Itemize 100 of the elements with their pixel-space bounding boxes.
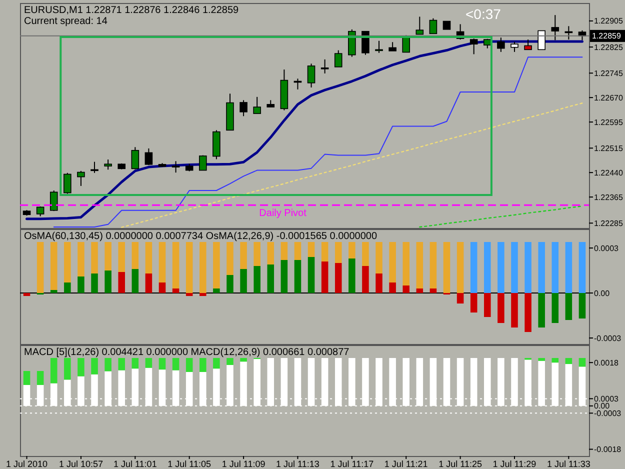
bar: [145, 242, 152, 274]
bar: [511, 242, 518, 293]
bar: [416, 288, 424, 293]
line-series: [26, 40, 584, 220]
bar: [552, 293, 559, 323]
bar: [104, 270, 112, 293]
candlestick: [77, 170, 85, 186]
candlestick: [172, 160, 180, 174]
x-tick-label: 1 Jul 11:25: [438, 459, 482, 469]
bar: [456, 293, 464, 304]
candlestick: [375, 40, 383, 54]
bar: [538, 358, 545, 361]
y-tick-label: 1.22365: [594, 192, 624, 202]
bar: [132, 269, 139, 293]
bar: [334, 263, 342, 293]
x-tick-label: 1 Jul 11:17: [330, 459, 374, 469]
bar: [294, 242, 302, 260]
y-tick-label: 1.22440: [594, 168, 624, 178]
bar: [172, 242, 180, 288]
candlestick: [497, 37, 505, 52]
candlestick: [64, 172, 72, 194]
bar: [254, 242, 260, 266]
bar: [36, 371, 44, 385]
bar: [50, 290, 58, 293]
bar: [565, 293, 572, 320]
bar: [64, 358, 71, 380]
bar: [200, 242, 206, 293]
bar: [118, 272, 125, 293]
bar: [552, 358, 559, 363]
candlestick: [538, 30, 546, 50]
candlestick: [253, 96, 261, 114]
bar: [118, 358, 125, 370]
x-tick-label: 1 Jul 11:13: [276, 459, 320, 469]
line-series: [419, 206, 583, 228]
bar: [78, 242, 84, 276]
bar: [321, 242, 328, 262]
bar: [280, 242, 288, 260]
annotation: <0:37: [466, 6, 502, 22]
y-tick-label: 0.0003: [594, 244, 620, 253]
y-tick-label: -0.0003: [594, 408, 622, 418]
bar: [348, 242, 356, 258]
bar: [552, 242, 559, 293]
candlestick: [198, 154, 207, 171]
bar: [158, 358, 166, 370]
candlestick: [320, 58, 329, 74]
x-tick-label: 1 Jul 11:29: [492, 459, 536, 469]
bar: [50, 242, 58, 290]
bar: [267, 264, 274, 293]
candlestick: [144, 148, 153, 166]
bar: [91, 242, 98, 274]
candlestick: [131, 146, 140, 170]
bar: [348, 258, 356, 293]
candlestick: [524, 39, 532, 50]
candlestick: [551, 14, 560, 41]
bar: [186, 358, 193, 372]
bar: [132, 358, 139, 369]
bar: [578, 358, 586, 367]
line-series: [53, 56, 583, 228]
bar: [226, 242, 234, 275]
y-tick-label: 1.22285: [594, 218, 624, 228]
bar: [213, 242, 220, 288]
bar: [443, 242, 450, 293]
bar: [402, 242, 410, 286]
bar: [172, 358, 180, 370]
y-tick-label: 1.22670: [594, 93, 624, 102]
bar: [200, 293, 206, 296]
bar: [484, 293, 491, 317]
bar: [376, 274, 382, 293]
bar: [430, 242, 437, 288]
x-tick-label: 1 Jul 11:33: [546, 459, 590, 469]
bar: [36, 242, 44, 293]
y-tick-label: 1.22825: [594, 42, 624, 52]
x-tick-label: 1 Jul 10:57: [58, 459, 103, 469]
bar: [78, 358, 84, 376]
bar: [267, 242, 274, 264]
bar: [91, 274, 98, 293]
bar: [226, 358, 234, 365]
bar: [565, 358, 572, 364]
y-tick-label: -0.0018: [594, 445, 622, 454]
bar: [186, 242, 193, 293]
chart-title: OsMA(60,130,45) 0.0000000 0.0007734 OsMA(12,26,9) -0.0001565 0.0000000: [24, 231, 378, 242]
bar: [158, 282, 166, 293]
candlestick: [104, 159, 112, 170]
text: Current spread: 14: [24, 16, 108, 27]
bar: [104, 242, 112, 270]
y-tick-label: 1.22745: [594, 68, 624, 78]
bar: [362, 242, 369, 266]
bar: [145, 358, 152, 368]
bar: [240, 269, 247, 293]
bar: [308, 242, 315, 257]
x-tick-label: 1 Jul 11:09: [222, 459, 266, 469]
y-tick-label: 0.00: [594, 288, 610, 298]
candlestick: [240, 100, 248, 117]
x-tick-label: 1 Jul 11:01: [113, 459, 157, 469]
bar: [186, 293, 193, 296]
ref-line-label: Daily Pivot: [259, 208, 307, 220]
bar: [456, 242, 464, 293]
bar: [172, 288, 180, 293]
bar: [294, 260, 302, 293]
candlestick: [510, 41, 518, 52]
